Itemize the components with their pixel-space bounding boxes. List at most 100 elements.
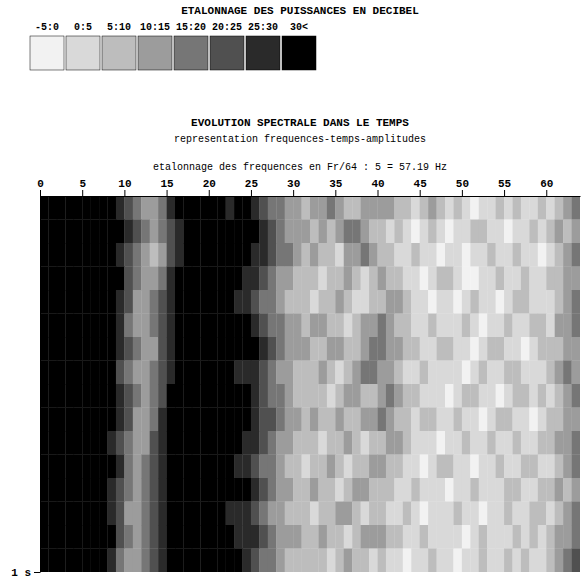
cell [150, 525, 159, 549]
cell [234, 314, 243, 338]
cell [437, 478, 446, 502]
cell [361, 408, 370, 432]
cell [572, 196, 580, 220]
color-bar-label: 0:5 [74, 22, 92, 33]
cell [352, 267, 361, 291]
cell [420, 196, 429, 220]
color-bar-label: 30< [290, 22, 308, 33]
cell [234, 549, 243, 573]
cell [133, 549, 142, 573]
cell [504, 408, 513, 432]
cell [293, 549, 302, 573]
cell [327, 361, 336, 385]
cell [226, 220, 235, 244]
cell [453, 525, 462, 549]
cell [318, 290, 327, 314]
cell [428, 525, 437, 549]
cell [302, 455, 311, 479]
cell [150, 220, 159, 244]
cell [437, 455, 446, 479]
cell [285, 337, 294, 361]
cell [352, 337, 361, 361]
cell [183, 384, 192, 408]
cell [361, 455, 370, 479]
cell [529, 267, 538, 291]
cell [513, 267, 522, 291]
cell [462, 361, 471, 385]
cell [453, 337, 462, 361]
cell [378, 290, 387, 314]
cell [133, 220, 142, 244]
cell [200, 290, 209, 314]
cell [386, 455, 395, 479]
cell [352, 525, 361, 549]
cell [563, 478, 572, 502]
cell [91, 290, 100, 314]
cell [302, 549, 311, 573]
cell [420, 525, 429, 549]
cell [57, 220, 66, 244]
cell [150, 196, 159, 220]
cell [394, 549, 403, 573]
cell [572, 243, 580, 267]
cell [293, 478, 302, 502]
cell [470, 431, 479, 455]
cell [411, 314, 420, 338]
x-tick: 55 [498, 178, 512, 196]
cell [546, 243, 555, 267]
cell [226, 314, 235, 338]
cell [563, 502, 572, 526]
cell [487, 455, 496, 479]
cell [116, 337, 125, 361]
cell [327, 220, 336, 244]
cell [386, 314, 395, 338]
cell [361, 502, 370, 526]
color-bar-swatch [66, 36, 100, 70]
cell [234, 267, 243, 291]
cell [285, 243, 294, 267]
cell [318, 220, 327, 244]
cell [453, 384, 462, 408]
cell [209, 314, 218, 338]
cell [521, 243, 530, 267]
cell [108, 196, 117, 220]
cell [529, 314, 538, 338]
cell [175, 502, 184, 526]
cell [99, 267, 108, 291]
cell [175, 361, 184, 385]
cell [327, 549, 336, 573]
cell [150, 384, 159, 408]
cell [141, 408, 150, 432]
cell [513, 337, 522, 361]
cell [175, 196, 184, 220]
cell [462, 408, 471, 432]
cell [428, 220, 437, 244]
cell [479, 525, 488, 549]
cell [420, 220, 429, 244]
cell [521, 290, 530, 314]
cell [302, 267, 311, 291]
cell [209, 502, 218, 526]
cell [226, 502, 235, 526]
cell [378, 478, 387, 502]
cell [504, 478, 513, 502]
cell [183, 196, 192, 220]
color-bar-swatch [210, 36, 244, 70]
cell [327, 408, 336, 432]
cell [361, 196, 370, 220]
cell [352, 455, 361, 479]
cell [327, 455, 336, 479]
cell [411, 361, 420, 385]
cell [268, 408, 277, 432]
cell [411, 384, 420, 408]
cell [234, 243, 243, 267]
cell [513, 361, 522, 385]
cell [268, 267, 277, 291]
cell [192, 525, 201, 549]
cell [318, 549, 327, 573]
cell [150, 337, 159, 361]
cell [335, 408, 344, 432]
cell [74, 549, 83, 573]
cell [538, 290, 547, 314]
cell [65, 525, 74, 549]
